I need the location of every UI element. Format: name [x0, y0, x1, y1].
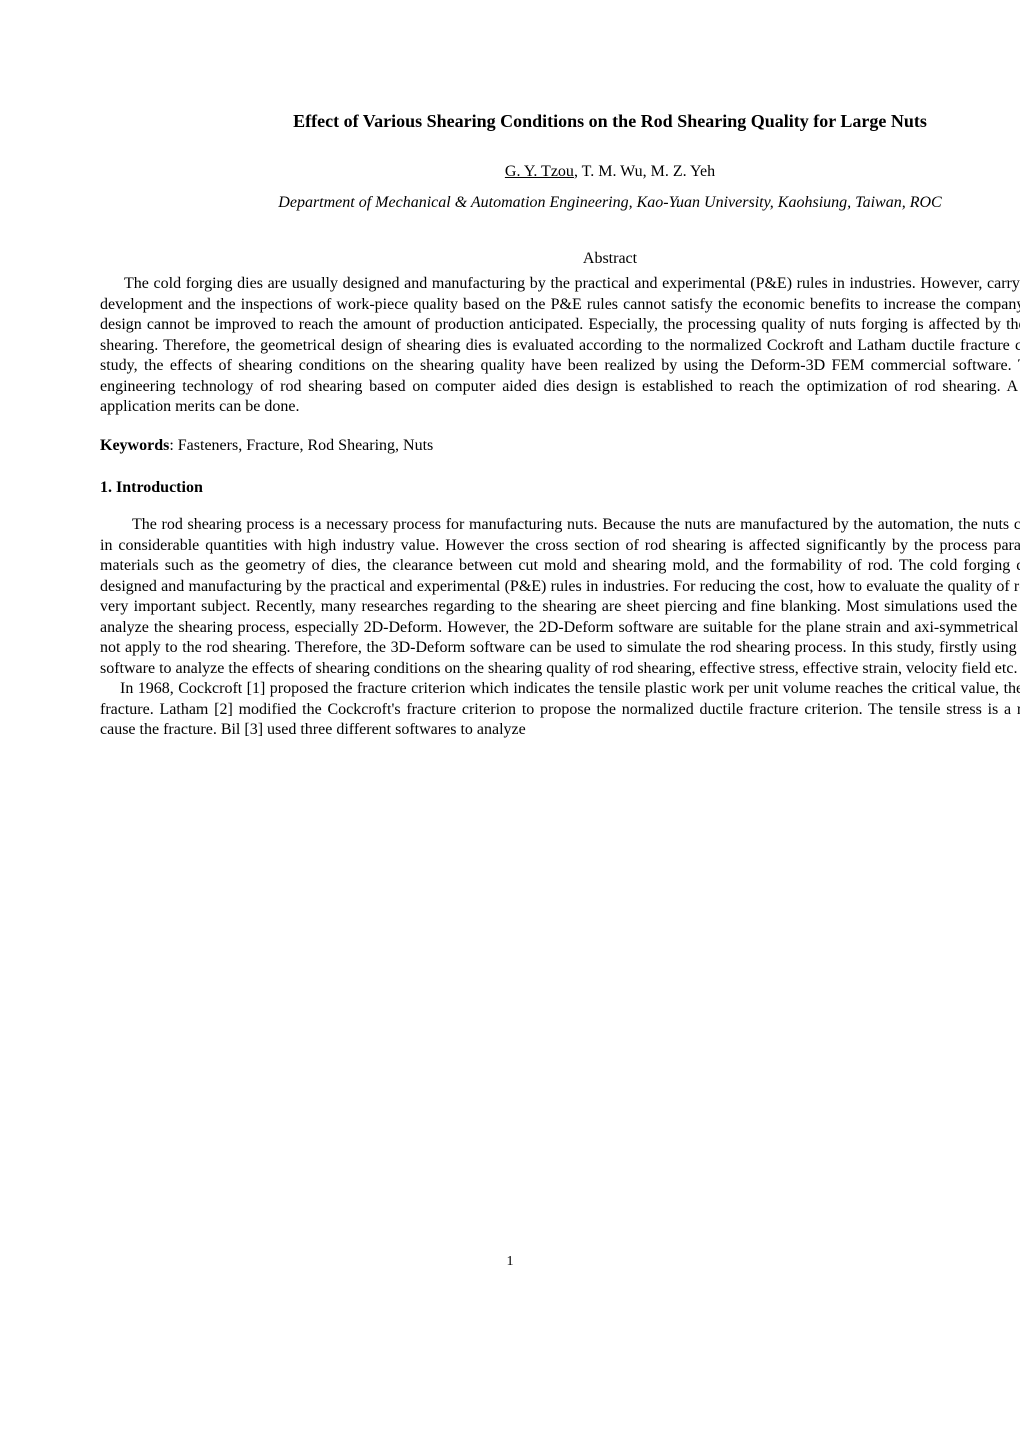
paper-title: Effect of Various Shearing Conditions on…	[100, 110, 1020, 133]
lead-author: G. Y. Tzou	[505, 163, 574, 180]
page-number: 1	[0, 1254, 1020, 1270]
affiliation-line: Department of Mechanical & Automation En…	[100, 193, 1020, 214]
author-line: G. Y. Tzou, T. M. Wu, M. Z. Yeh	[100, 163, 1020, 181]
page-container: Effect of Various Shearing Conditions on…	[100, 110, 1020, 1430]
keywords-label: Keywords	[100, 437, 169, 454]
keywords-line: Keywords: Fasteners, Fracture, Rod Shear…	[100, 437, 1020, 455]
section-1-heading: 1. Introduction	[100, 479, 1020, 497]
keywords-values: : Fasteners, Fracture, Rod Shearing, Nut…	[169, 437, 433, 454]
intro-paragraph-1: The rod shearing process is a necessary …	[100, 515, 1020, 679]
co-authors: , T. M. Wu, M. Z. Yeh	[574, 163, 715, 180]
abstract-heading: Abstract	[100, 250, 1020, 268]
abstract-body: The cold forging dies are usually design…	[100, 274, 1020, 417]
intro-paragraph-2: In 1968, Cockcroft [1] proposed the frac…	[100, 679, 1020, 740]
